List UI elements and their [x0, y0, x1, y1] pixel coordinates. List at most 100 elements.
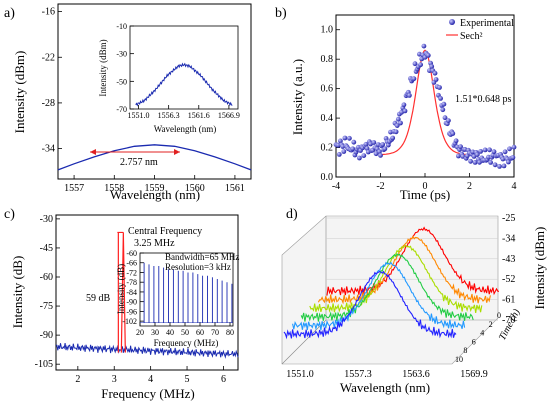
waterfall-trace	[283, 270, 457, 340]
panel-c-x-ticks: 2 3 4 5 6	[75, 366, 226, 385]
waterfall-trace	[292, 261, 466, 331]
experimental-point	[407, 93, 412, 98]
waterfall-trace	[300, 253, 474, 322]
panel-d-x-tick-label: 1557.3	[344, 369, 372, 380]
experimental-point	[357, 155, 362, 161]
panel-c-inset-y-tick-label: -102	[122, 317, 137, 326]
panel-b-x-tick-label: -4	[332, 181, 340, 192]
experimental-point	[394, 123, 400, 128]
panel-d-x-ticks: 1551.0 1557.3 1563.6 1569.9	[286, 369, 488, 380]
panel-c-inset-y-tick-label: -96	[126, 307, 137, 316]
panel-b-x-tick-label: 2	[467, 181, 472, 192]
panel-a-inset-line	[135, 62, 233, 107]
panel-a-y-tick-label: -28	[42, 98, 55, 109]
experimental-point	[482, 147, 488, 153]
experimental-point	[402, 108, 408, 114]
panel-a-x-ticks: 1557 1558 1559 1560 1561	[64, 175, 245, 194]
experimental-point	[342, 135, 348, 141]
panel-c-inset-y-tick-label: -84	[126, 288, 137, 297]
panel-a: a) -16 -22 -28 -34 1557 1558 1559 1560 1561 2.7…	[4, 3, 252, 202]
panel-a-x-tick-label: 1559	[145, 183, 165, 194]
experimental-point	[453, 138, 459, 144]
experimental-point	[487, 147, 492, 153]
experimental-point	[478, 149, 483, 154]
experimental-point	[468, 158, 473, 164]
experimental-point	[441, 101, 447, 107]
panel-d-waterfall-series	[283, 226, 500, 340]
panel-a-inset-y-tick-label: -10	[116, 22, 127, 31]
panel-a-y-label: Intensity (dBm)	[12, 51, 27, 134]
panel-a-inset-frame	[129, 25, 239, 110]
panel-c-x-tick-label: 4	[148, 374, 153, 385]
experimental-point	[418, 62, 423, 68]
experimental-point	[488, 160, 493, 165]
panel-c-inset-x-tick-label: 60	[196, 328, 204, 337]
experimental-point	[338, 138, 343, 144]
panel-d-z-tick-label: 6	[472, 337, 476, 346]
panel-d-y-tick-label: -61	[502, 295, 515, 306]
experimental-point	[385, 142, 391, 148]
experimental-point	[492, 162, 498, 168]
panel-b-legend: Experimental Sech²	[446, 18, 514, 42]
panel-b: b) 0.0 0.2 0.4 0.6 0.8 1.0 -4 -2 0 2 4 1.51*0.648…	[275, 6, 517, 202]
experimental-point	[458, 144, 463, 150]
panel-a-inset-y-tick-label: -50	[116, 77, 127, 86]
experimental-point	[507, 146, 512, 152]
experimental-point	[377, 149, 382, 155]
panel-a-y-ticks: -16 -22 -28 -34	[42, 7, 62, 155]
panel-a-inset-x-tick-label: 1556.3	[158, 111, 180, 120]
experimental-point	[341, 149, 347, 154]
panel-d-z-tick-label: 2	[489, 320, 493, 329]
panel-d-y-tick-label: -34	[502, 233, 515, 244]
panel-c-y-tick-label: -75	[40, 301, 53, 312]
experimental-point	[497, 164, 502, 169]
experimental-point	[440, 107, 446, 113]
experimental-point	[336, 152, 342, 157]
waterfall-trace	[309, 244, 483, 313]
panel-b-x-tick-label: 4	[512, 181, 517, 192]
panel-b-y-tick-label: 0.6	[321, 84, 334, 95]
experimental-point	[411, 76, 417, 82]
panel-c-inset-y-tick-label: -66	[126, 259, 137, 268]
experimental-point	[506, 159, 511, 165]
experimental-point	[442, 115, 448, 121]
experimental-point	[427, 68, 432, 73]
panel-d-x-tick-label: 1551.0	[286, 369, 314, 380]
experimental-point	[412, 61, 418, 67]
panel-d-z-tick-label: 8	[463, 346, 467, 355]
experimental-point	[378, 153, 383, 158]
panel-c-inset-x-tick-label: 30	[151, 328, 159, 337]
experimental-point	[371, 140, 377, 145]
panel-a-y-tick-label: -22	[42, 52, 55, 63]
panel-b-y-tick-label: 0.0	[321, 172, 334, 183]
legend-marker-experimental	[449, 19, 455, 25]
panel-c-annotation-snr: 59 dB	[86, 293, 111, 304]
panel-d-x-tick-label: 1563.6	[402, 369, 430, 380]
panel-c-y-tick-label: -90	[40, 330, 53, 341]
experimental-point	[502, 149, 508, 155]
panel-a-spectrum-line	[57, 144, 252, 171]
panel-d-z-tick-label: 4	[480, 329, 484, 338]
panel-b-x-ticks: -4 -2 0 2 4	[332, 173, 517, 192]
panel-a-x-tick-label: 1557	[64, 183, 84, 194]
panel-c-inset-annotation-resolution: Resolution=3 kHz	[165, 262, 231, 272]
panel-c-annotation-title: Central Frequency	[128, 226, 202, 237]
experimental-point	[421, 43, 427, 49]
panel-b-sech2-fit-line	[380, 49, 470, 156]
experimental-point	[501, 163, 507, 169]
panel-d-y-tick-label: -43	[502, 254, 515, 265]
panel-a-inset-x-tick-label: 1551.0	[128, 111, 150, 120]
panel-c-y-tick-label: -60	[40, 272, 53, 283]
experimental-point	[511, 144, 517, 150]
panel-c-y-ticks: -30 -45 -60 -75 -90 -105	[35, 214, 60, 370]
panel-c-inset-harmonics	[140, 262, 233, 324]
experimental-point	[486, 154, 491, 160]
panel-c-inset-y-ticks: -60-66-72-78-84-90-96-102	[122, 249, 144, 326]
experimental-point	[433, 77, 439, 82]
panel-c: c) -30 -45 -60 -75 -90 -105 2 3 4 5 6 Central Fre…	[4, 207, 239, 401]
experimental-point	[438, 96, 443, 101]
experimental-point	[398, 120, 403, 126]
panel-c-inset-x-tick-label: 50	[181, 328, 189, 337]
experimental-point	[510, 155, 516, 160]
panel-b-y-tick-label: 0.2	[321, 143, 334, 154]
